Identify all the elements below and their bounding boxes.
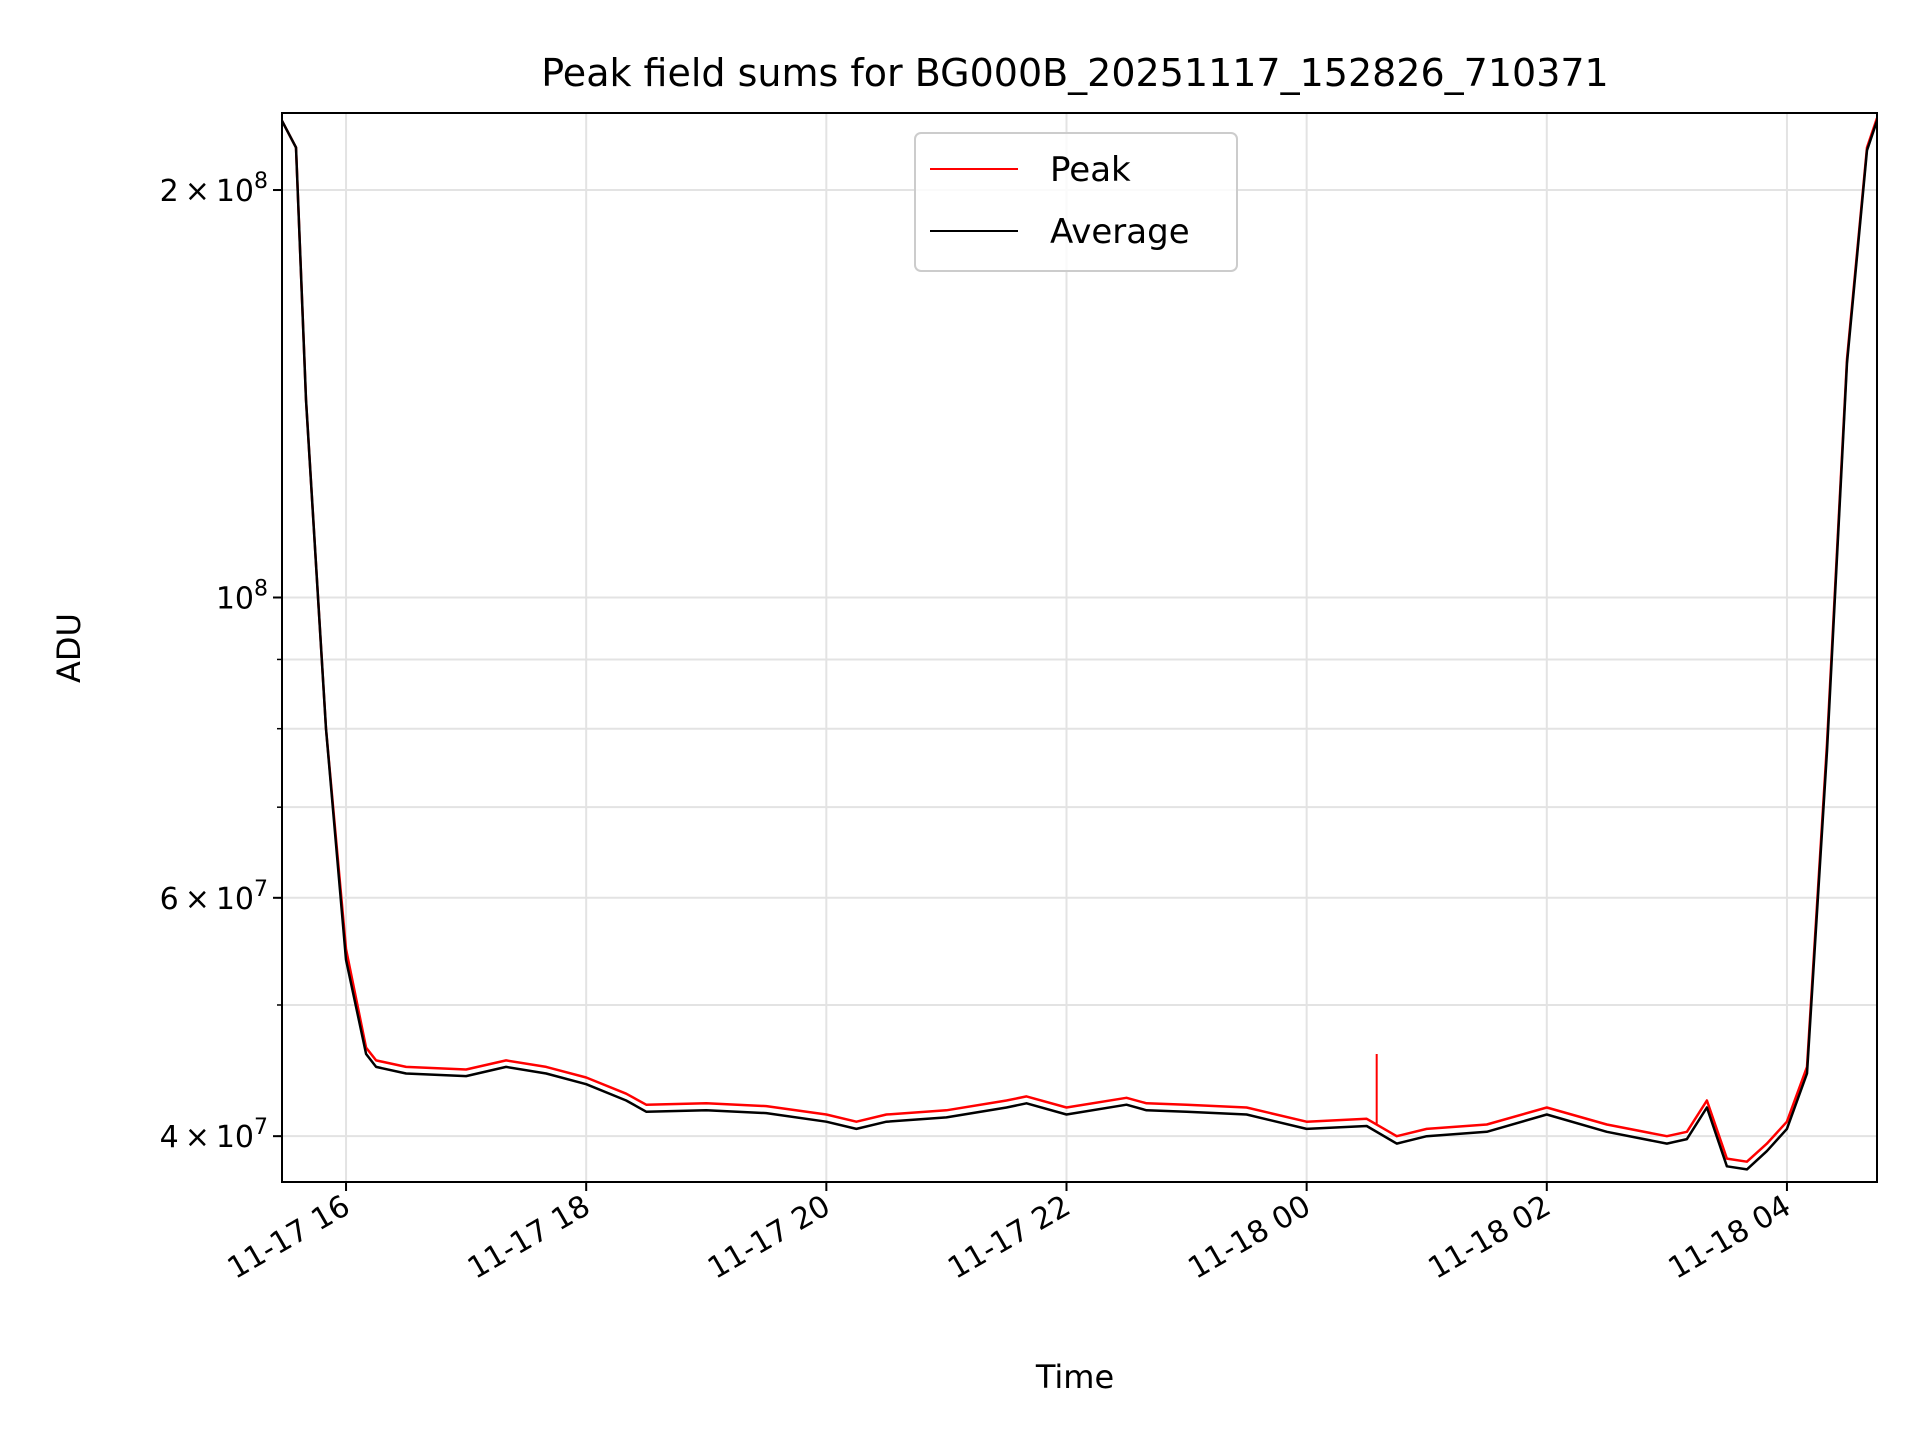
x-axis-label: Time [1035,1358,1114,1396]
series-line-average [282,120,1877,1171]
legend-box [914,132,1238,272]
y-tick-label: 4 × 107 [160,1115,268,1155]
series-layer [282,117,1877,1171]
y-tick-label: 108 [216,577,268,617]
series-line-peak [282,117,1877,1163]
y-tick-label: 2 × 108 [160,169,268,209]
legend-peak-label: Peak [1050,150,1131,190]
chart-title: Peak field sums for BG000B_20251117_1528… [541,51,1608,95]
y-tick-label: 6 × 107 [160,877,268,917]
legend: Peak Average [914,132,1238,272]
grid [282,113,1877,1182]
plot-frame [281,112,1878,1183]
legend-average-label: Average [1050,212,1190,252]
y-axis-label: ADU [50,613,88,683]
